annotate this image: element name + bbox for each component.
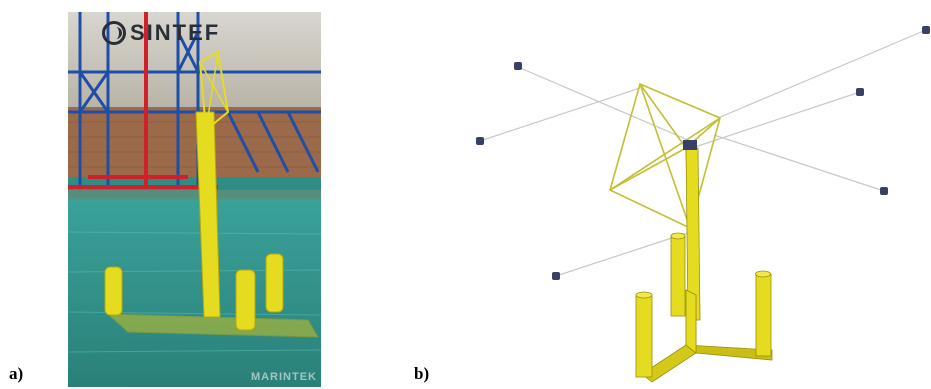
mooring-lines — [479, 29, 927, 277]
anchor-icon — [514, 62, 522, 70]
photo-basin-model: SINTEF MARINTEK — [68, 12, 321, 387]
numerical-model-render — [476, 26, 930, 383]
panel-label-a: a) — [9, 364, 24, 383]
anchor-icon — [880, 187, 888, 195]
model-columns — [635, 232, 772, 378]
panel-label-b: b) — [414, 364, 430, 383]
anchor-icon — [552, 272, 560, 280]
model-pontoons — [641, 289, 773, 383]
red-frame — [68, 12, 218, 189]
column-back — [670, 235, 686, 317]
column-right — [755, 273, 772, 357]
anchor-icon — [922, 26, 930, 34]
nacelle-hub-icon — [683, 140, 697, 150]
anchor-icon — [856, 88, 864, 96]
model-tower — [683, 140, 701, 321]
anchor-markers — [476, 26, 930, 280]
sintef-logo-icon — [102, 21, 126, 45]
logo-text: SINTEF — [130, 20, 221, 45]
anchor-icon — [476, 137, 484, 145]
photo-illustration — [68, 12, 321, 387]
yellow-platform — [104, 50, 319, 338]
column-left — [635, 294, 653, 378]
nacelle-wireframe — [609, 82, 721, 230]
brick-wall — [68, 107, 321, 177]
watermark: MARINTEK — [250, 371, 317, 383]
